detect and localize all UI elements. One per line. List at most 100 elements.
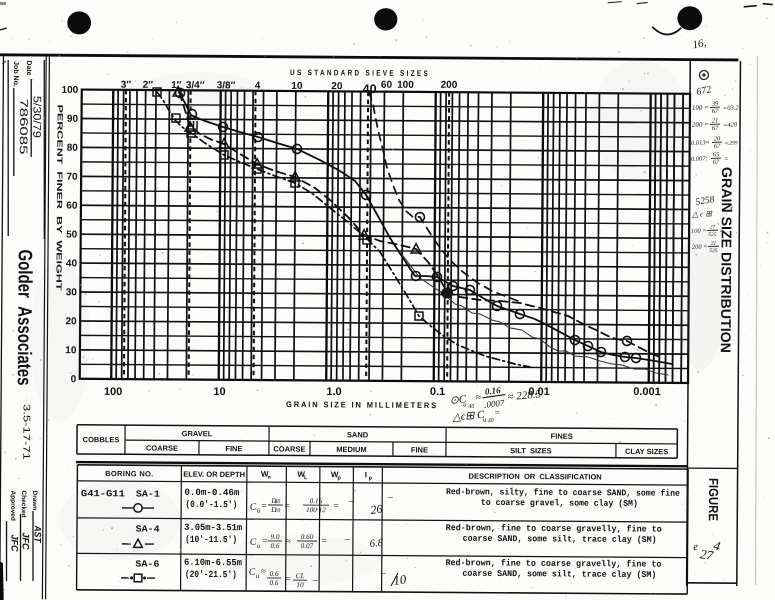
svg-text:u: u xyxy=(257,543,261,550)
svg-text:27: 27 xyxy=(699,546,715,563)
svg-text:Red-brown, fine to coarse grav: Red-brown, fine to coarse gravelly, fine… xyxy=(446,523,662,535)
svg-text:3″: 3″ xyxy=(121,80,132,91)
svg-text:DESCRIPTION OR CLASSIFICATIO: DESCRIPTION OR CLASSIFICATION xyxy=(469,472,602,482)
svg-text:100: 100 xyxy=(104,386,122,398)
svg-text:0.60: 0.60 xyxy=(301,533,314,541)
svg-text:≈.299: ≈.299 xyxy=(725,140,738,147)
svg-text:10: 10 xyxy=(296,581,304,589)
svg-text:20: 20 xyxy=(65,316,77,327)
svg-text:L: L xyxy=(304,475,308,481)
svg-text:.0007: .0007 xyxy=(484,398,506,410)
svg-text:CL: CL xyxy=(296,572,305,580)
svg-text:3/4″: 3/4″ xyxy=(186,80,205,91)
svg-text:1″: 1″ xyxy=(171,80,182,91)
svg-text:0.6: 0.6 xyxy=(269,579,278,587)
svg-text:672: 672 xyxy=(695,84,712,98)
svg-text:SILT SIZES: SILT SIZES xyxy=(510,446,552,455)
svg-text:US STANDARD SIEVE SIZES: US STANDARD SIEVE SIZES xyxy=(290,68,430,78)
svg-text:COARSE: COARSE xyxy=(273,444,305,453)
svg-text:–: – xyxy=(386,492,393,503)
svg-text:4: 4 xyxy=(712,538,722,554)
svg-text:=: = xyxy=(320,536,327,547)
svg-text:(10'-11.5'): (10'-11.5') xyxy=(185,534,237,545)
svg-text:u: u xyxy=(256,573,260,580)
svg-text:3.5-17-71: 3.5-17-71 xyxy=(20,404,31,460)
svg-text:525: 525 xyxy=(708,232,717,238)
svg-text:C: C xyxy=(250,502,258,513)
svg-text:GRAVEL: GRAVEL xyxy=(182,429,213,438)
svg-text:67: 67 xyxy=(712,108,719,115)
svg-text:≈: ≈ xyxy=(475,392,482,404)
svg-text:10: 10 xyxy=(393,572,408,588)
svg-text:FINE: FINE xyxy=(225,444,242,453)
svg-text:Golder Associates: Golder Associates xyxy=(13,249,36,385)
svg-text:27: 27 xyxy=(710,225,716,231)
svg-text:MEDIUM: MEDIUM xyxy=(336,445,366,454)
svg-text:W: W xyxy=(331,470,339,479)
svg-text:=: = xyxy=(285,574,292,585)
svg-text:3.05m-3.51m: 3.05m-3.51m xyxy=(184,522,242,533)
svg-text:=: = xyxy=(261,536,268,547)
svg-text:CLAY SIZES: CLAY SIZES xyxy=(625,447,668,456)
svg-text:PERCENT FINER BY WEIGHT: PERCENT FINER BY WEIGHT xyxy=(54,104,64,291)
svg-text:Drawn: Drawn xyxy=(31,491,38,511)
svg-text:2″: 2″ xyxy=(143,80,154,91)
svg-text:90: 90 xyxy=(67,114,79,125)
svg-text:Checked: Checked xyxy=(20,490,27,517)
svg-text:SA-1: SA-1 xyxy=(136,488,161,499)
svg-text:10: 10 xyxy=(65,345,77,356)
svg-text:0.6: 0.6 xyxy=(270,570,279,578)
svg-text:coarse SAND, some silt, trace: coarse SAND, some silt, trace clay (SM) xyxy=(463,534,657,545)
svg-text:40: 40 xyxy=(66,258,78,269)
svg-text:=: = xyxy=(284,501,291,512)
svg-text:AST: AST xyxy=(31,525,42,544)
svg-text:0.16: 0.16 xyxy=(484,385,501,397)
svg-text:D: D xyxy=(270,506,277,514)
svg-text:e: e xyxy=(692,541,699,554)
svg-text:I: I xyxy=(365,470,367,479)
svg-text:200 =: 200 = xyxy=(692,243,708,251)
svg-text:100·12: 100·12 xyxy=(306,506,326,514)
svg-text:Red-brown, fine to coarse grav: Red-brown, fine to coarse gravelly, fine… xyxy=(445,558,661,570)
svg-text:–: – xyxy=(347,496,354,507)
svg-text:=: = xyxy=(494,407,501,418)
svg-text:67: 67 xyxy=(713,159,720,166)
svg-text:G41-G11: G41-G11 xyxy=(81,488,126,499)
svg-text:to coarse gravel, some clay (S: to coarse gravel, some clay (SM) xyxy=(481,498,638,509)
svg-text:Date: Date xyxy=(25,60,32,75)
svg-text:GRAIN SIZE IN MILLIMETERS: GRAIN SIZE IN MILLIMETERS xyxy=(286,400,438,410)
svg-text:67: 67 xyxy=(712,125,719,132)
svg-text:COARSE: COARSE xyxy=(146,444,178,453)
svg-text:26: 26 xyxy=(370,502,384,517)
svg-text:FINE: FINE xyxy=(411,445,428,454)
svg-text:100 =: 100 = xyxy=(692,103,710,112)
svg-text:C: C xyxy=(248,567,256,578)
svg-text:coarse SAND, some silt, trace: coarse SAND, some silt, trace clay (SM) xyxy=(462,569,656,580)
svg-text:COBBLES: COBBLES xyxy=(83,435,120,444)
svg-text:60: 60 xyxy=(381,80,393,91)
svg-text:0.07: 0.07 xyxy=(301,542,314,550)
svg-text:10: 10 xyxy=(213,386,225,398)
svg-text:≈: ≈ xyxy=(720,228,724,235)
svg-text:30: 30 xyxy=(66,287,78,298)
svg-text:20: 20 xyxy=(331,81,343,92)
svg-text:4: 4 xyxy=(729,205,733,214)
svg-text:JFC: JFC xyxy=(8,534,19,551)
svg-text:80: 80 xyxy=(67,143,79,154)
svg-text:SAND: SAND xyxy=(347,430,369,439)
svg-text:FIGURE: FIGURE xyxy=(706,478,721,521)
svg-text:(20'-21.5'): (20'-21.5') xyxy=(185,569,237,580)
svg-text:–: – xyxy=(379,568,386,579)
svg-text:200: 200 xyxy=(441,80,458,91)
svg-text:6.10m-6.55m: 6.10m-6.55m xyxy=(184,557,242,568)
svg-text:70: 70 xyxy=(66,172,78,183)
svg-text:100: 100 xyxy=(397,80,414,91)
svg-text:p: p xyxy=(369,476,373,482)
svg-text:Approved: Approved xyxy=(9,490,16,520)
svg-text:21: 21 xyxy=(712,117,719,124)
svg-text:0.6: 0.6 xyxy=(270,542,279,550)
svg-text:3/8″: 3/8″ xyxy=(217,80,236,91)
svg-text:⊙C: ⊙C xyxy=(449,393,467,407)
svg-text:0.01: 0.01 xyxy=(528,386,550,398)
svg-text:0.001: 0.001 xyxy=(633,386,661,398)
